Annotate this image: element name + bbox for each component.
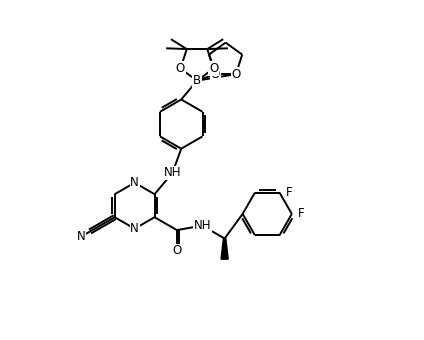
Text: O: O <box>211 68 220 81</box>
Text: N: N <box>77 230 86 243</box>
Text: O: O <box>172 244 181 257</box>
Text: O: O <box>231 68 240 81</box>
Text: B: B <box>193 74 201 87</box>
Text: N: N <box>130 222 139 235</box>
Text: NH: NH <box>164 166 181 180</box>
Text: O: O <box>176 62 185 75</box>
Text: F: F <box>285 186 292 199</box>
Text: NH: NH <box>193 219 211 232</box>
Polygon shape <box>221 239 228 259</box>
Text: N: N <box>130 176 139 189</box>
Text: F: F <box>298 207 304 220</box>
Text: O: O <box>209 62 218 75</box>
